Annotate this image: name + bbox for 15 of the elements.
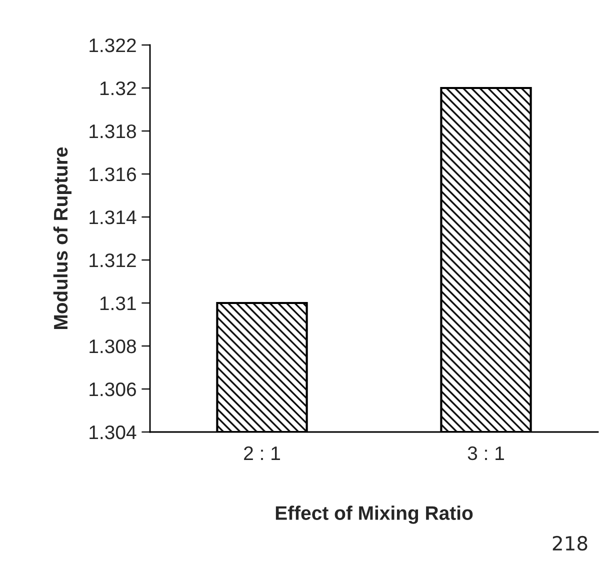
y-tick-label: 1.308 [90, 339, 136, 354]
y-tick-label: 1.306 [90, 382, 136, 396]
y-tick-label: 1.316 [90, 167, 136, 182]
x-tick-label: 3 : 1 [468, 446, 504, 460]
y-axis-title: Modulus of Rupture [53, 147, 72, 329]
y-tick-label: 1.32 [100, 81, 136, 96]
y-tick-label: 1.312 [90, 253, 136, 268]
y-tick-label: 1.31 [100, 296, 136, 310]
y-tick-label: 1.318 [90, 124, 136, 138]
y-tick-label: 1.314 [90, 210, 136, 224]
text: 218 [552, 536, 588, 551]
x-tick-label: 2 : 1 [244, 446, 280, 460]
x-axis-title: Effect of Mixing Ratio [276, 506, 473, 524]
y-tick-label: 1.322 [90, 38, 136, 52]
y-tick-label: 1.304 [90, 425, 136, 440]
